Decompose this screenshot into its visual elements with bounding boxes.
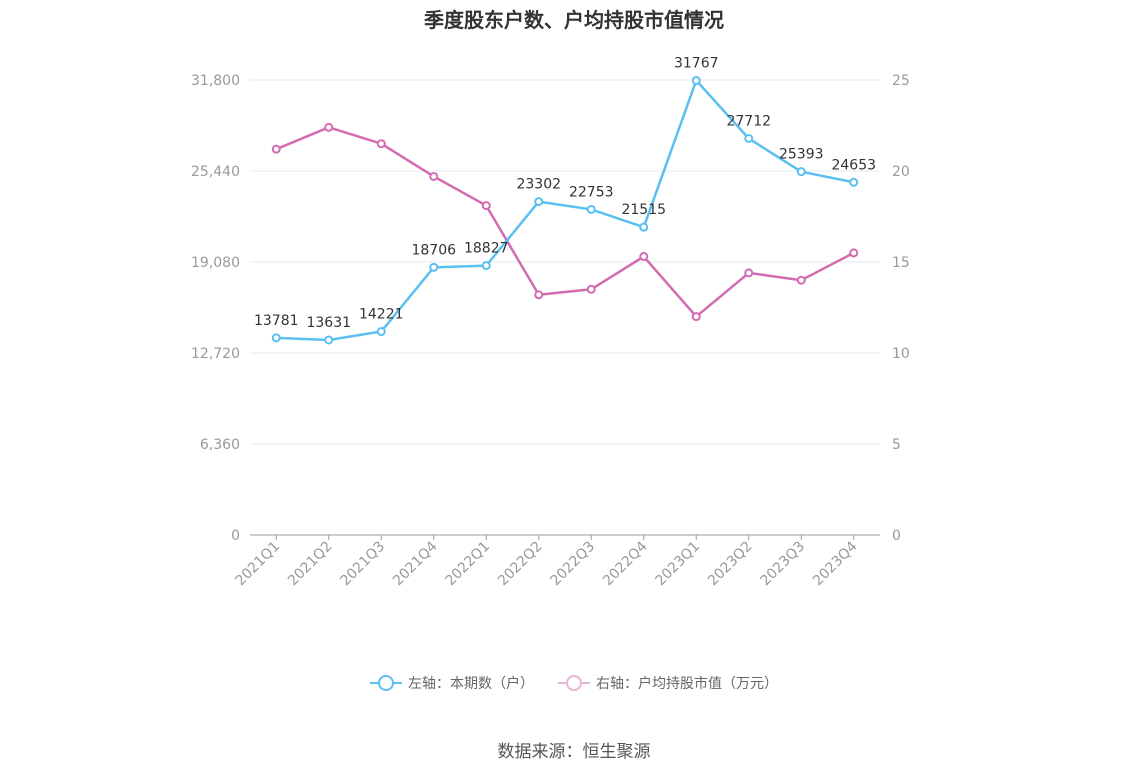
x-tick-label: 2021Q4	[390, 538, 441, 589]
left-tick-label: 6,360	[200, 437, 240, 453]
x-tick-label: 2022Q3	[547, 539, 598, 590]
data-label: 13781	[254, 313, 299, 329]
x-tick-label: 2023Q1	[652, 539, 703, 590]
point-right	[429, 171, 439, 181]
legend-label-left: 左轴：本期数（户）	[408, 676, 534, 692]
series-line-left	[276, 79, 854, 342]
point-left	[481, 261, 491, 271]
legend-item-left-series[interactable]: 左轴：本期数（户）	[370, 673, 534, 693]
data-label: 24653	[831, 157, 876, 173]
data-label: 13631	[306, 315, 351, 331]
point-right	[796, 275, 806, 285]
data-label: 21515	[621, 202, 666, 218]
right-tick-label: 25	[892, 73, 910, 89]
legend: 左轴：本期数（户） 右轴：户均持股市值（万元）	[0, 673, 1148, 693]
point-left	[691, 75, 701, 85]
left-tick-label: 19,080	[191, 255, 240, 271]
point-left	[639, 222, 649, 232]
point-right	[691, 312, 701, 322]
point-right	[586, 284, 596, 294]
x-tick-label: 2021Q2	[285, 539, 336, 590]
left-tick-label: 12,720	[191, 346, 240, 362]
legend-swatch-blue-icon	[370, 673, 402, 693]
point-left	[429, 262, 439, 272]
right-tick-label: 0	[892, 528, 901, 544]
legend-label-right: 右轴：户均持股市值（万元）	[596, 676, 778, 692]
x-tick-label: 2022Q2	[495, 539, 546, 590]
point-right	[534, 290, 544, 300]
legend-swatch-pink-icon	[558, 673, 590, 693]
point-right	[849, 248, 859, 258]
legend-item-right-series[interactable]: 右轴：户均持股市值（万元）	[558, 673, 778, 693]
data-label: 31767	[674, 55, 719, 71]
data-label: 18827	[464, 241, 509, 257]
right-tick-label: 5	[892, 437, 901, 453]
point-right	[324, 122, 334, 132]
series	[271, 75, 859, 345]
data-label: 14221	[359, 307, 404, 323]
left-tick-label: 25,440	[191, 164, 240, 180]
grid-lines	[250, 79, 880, 445]
x-tick-label: 2023Q4	[810, 538, 861, 589]
chart-title: 季度股东户数、户均持股市值情况	[424, 8, 724, 32]
point-right	[744, 268, 754, 278]
point-right	[639, 252, 649, 262]
chart-plot: 0 0 6,360 5 12,720 10 19,080 15 25,440 20 31,800 25…	[191, 55, 910, 590]
x-tick-label: 2021Q3	[337, 539, 388, 590]
x-tick-label: 2023Q3	[757, 539, 808, 590]
point-left	[849, 177, 859, 187]
series-line-right	[275, 126, 855, 318]
point-left	[324, 335, 334, 345]
right-tick-label: 10	[892, 346, 910, 362]
data-label: 27712	[726, 113, 771, 129]
point-left	[271, 333, 281, 343]
data-source-note: 数据来源：恒生聚源	[497, 742, 651, 762]
point-left	[744, 133, 754, 143]
left-tick-label: 31,800	[191, 73, 240, 89]
data-labels: 13781 13631 14221 18706 18827 23302 22753 21515…	[254, 55, 876, 330]
x-tick-label: 2021Q1	[232, 539, 283, 590]
data-label: 18706	[411, 242, 456, 258]
right-tick-label: 20	[892, 164, 910, 180]
point-right	[376, 139, 386, 149]
data-label: 23302	[516, 177, 561, 193]
point-right	[481, 201, 491, 211]
point-left	[796, 167, 806, 177]
x-tick-label: 2023Q2	[705, 539, 756, 590]
right-tick-label: 15	[892, 255, 910, 271]
point-left	[376, 327, 386, 337]
point-left	[586, 204, 596, 214]
point-right	[271, 144, 281, 154]
data-label: 25393	[779, 147, 824, 163]
left-tick-label: 0	[231, 528, 240, 544]
point-left	[534, 197, 544, 207]
x-tick-label: 2022Q1	[442, 539, 493, 590]
x-tick-label: 2022Q4	[600, 538, 651, 589]
data-label: 22753	[569, 184, 614, 200]
